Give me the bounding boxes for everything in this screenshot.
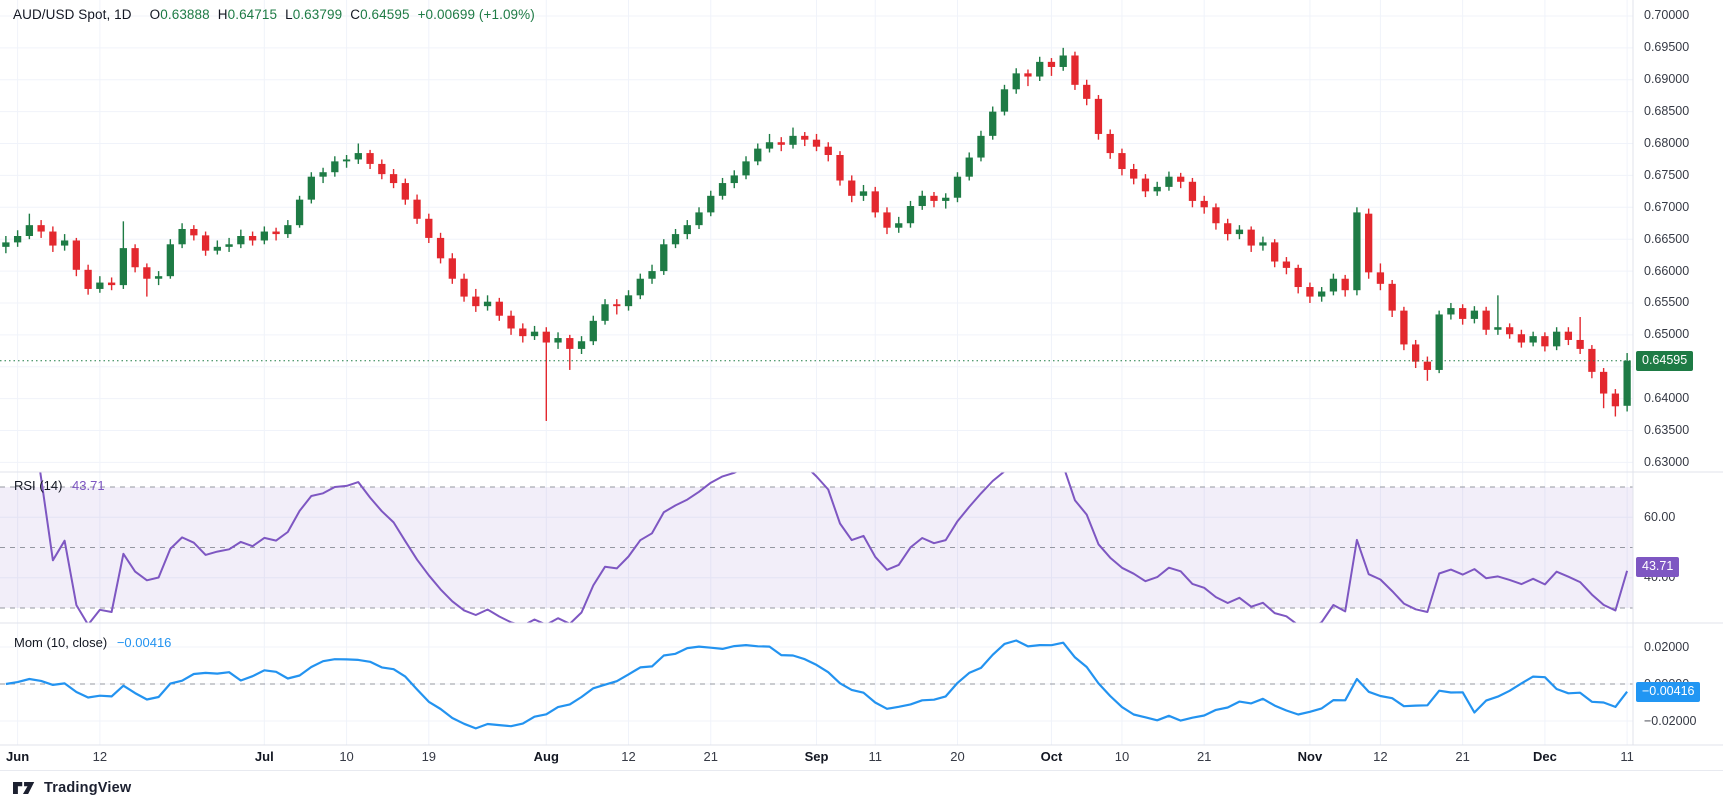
price-axis-label: 0.63500	[1644, 423, 1690, 438]
price-axis-label: 0.66000	[1644, 263, 1690, 278]
mom-legend-value: −0.00416	[116, 635, 172, 650]
mom-legend: Mom (10, close) −0.00416	[14, 635, 171, 650]
time-axis-label: 12	[1373, 749, 1388, 764]
time-axis-label: Oct	[1040, 749, 1063, 764]
time-axis-label: 10	[1114, 749, 1130, 764]
time-axis-label: 21	[1196, 749, 1212, 764]
time-axis-label: 10	[339, 749, 354, 764]
price-axis-label: 0.68000	[1644, 136, 1690, 150]
price-axis-label: 0.70000	[1644, 8, 1690, 23]
price-axis-label: 0.69000	[1644, 72, 1690, 87]
time-axis-label: Dec	[1532, 749, 1557, 764]
change-value: +0.00699 (+1.09%)	[417, 7, 535, 22]
current-price-badge: 0.64595	[1636, 350, 1694, 371]
ohlc-value: 0.63799	[292, 7, 343, 22]
price-axis-label: 0.65500	[1644, 295, 1690, 310]
footer-bar: TradingView	[0, 770, 1723, 803]
mom-axis-label: −0.02000	[1644, 713, 1697, 728]
ohlc-key: L	[285, 7, 293, 22]
time-axis-label: 11	[1620, 749, 1634, 764]
price-axis-label: 0.65000	[1644, 327, 1690, 342]
rsi-axis-label: 60.00	[1644, 509, 1676, 524]
price-axis-label: 0.63000	[1644, 454, 1690, 469]
ohlc-value: 0.63888	[160, 7, 210, 22]
price-axis-label: 0.66500	[1644, 231, 1690, 246]
mom-value-badge: −0.00416	[1636, 681, 1701, 702]
ohlc-key: H	[217, 7, 228, 22]
mom-legend-label: Mom (10, close)	[14, 635, 108, 650]
chart-header: AUD/USD Spot, 1D O0.63888 H0.64715 L0.63799…	[13, 7, 535, 22]
rsi-legend-label: RSI (14)	[14, 478, 63, 493]
time-axis-label: 21	[703, 749, 718, 764]
ohlc-values: O0.63888 H0.64715 L0.63799 C0.64595	[142, 7, 410, 22]
time-axis-label: 19	[421, 749, 437, 764]
ohlc-value: 0.64595	[360, 7, 410, 22]
price-axis-label: 0.69500	[1644, 40, 1690, 55]
time-axis-label: 20	[950, 749, 965, 764]
price-axis-label: 0.67500	[1644, 167, 1690, 182]
time-axis-label: Aug	[533, 749, 559, 764]
time-axis-label: Jun	[6, 749, 30, 764]
time-axis-label: Nov	[1297, 749, 1323, 764]
time-axis-label: 12	[621, 749, 636, 764]
price-axis-label: 0.64000	[1644, 391, 1690, 406]
ohlc-value: 0.64715	[227, 7, 278, 22]
price-axis-label: 0.67000	[1644, 199, 1690, 214]
price-axis-label: 0.68500	[1644, 104, 1690, 119]
brand-text: TradingView	[44, 779, 132, 796]
time-axis-label: 11	[868, 749, 882, 764]
mom-axis-label: 0.02000	[1644, 639, 1690, 654]
rsi-value-badge: 43.71	[1636, 556, 1680, 577]
time-axis-label: 12	[92, 749, 108, 764]
tradingview-mark-icon	[13, 781, 35, 794]
ohlc-key: O	[149, 7, 161, 22]
ohlc-key: C	[350, 7, 361, 22]
time-axis-label: Sep	[804, 749, 829, 764]
rsi-legend-value: 43.71	[72, 478, 105, 493]
time-axis-label: Jul	[254, 749, 274, 764]
tradingview-logo[interactable]: TradingView	[13, 780, 131, 796]
symbol-title: AUD/USD Spot, 1D	[13, 7, 132, 22]
rsi-legend: RSI (14) 43.71	[14, 478, 105, 493]
time-axis-label: 21	[1455, 749, 1470, 764]
